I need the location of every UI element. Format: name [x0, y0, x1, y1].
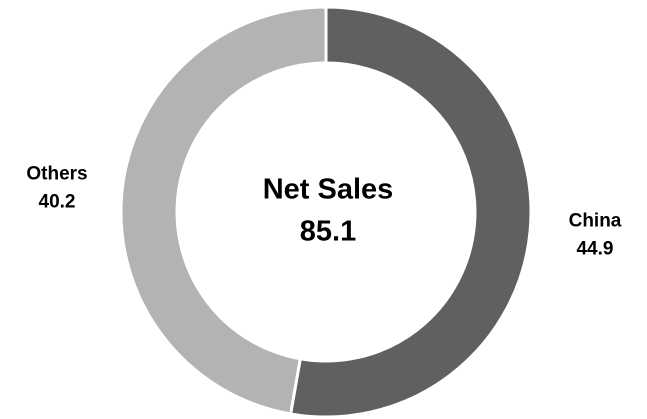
- center-title: Net Sales: [263, 174, 394, 206]
- slice-value: 44.9: [576, 238, 613, 259]
- donut-slice: [288, 5, 533, 419]
- slice-value: 40.2: [39, 192, 76, 213]
- center-value: 85.1: [300, 216, 356, 248]
- slice-label: Others: [26, 164, 87, 185]
- slice-label: China: [569, 210, 622, 231]
- donut-slice: [119, 5, 328, 416]
